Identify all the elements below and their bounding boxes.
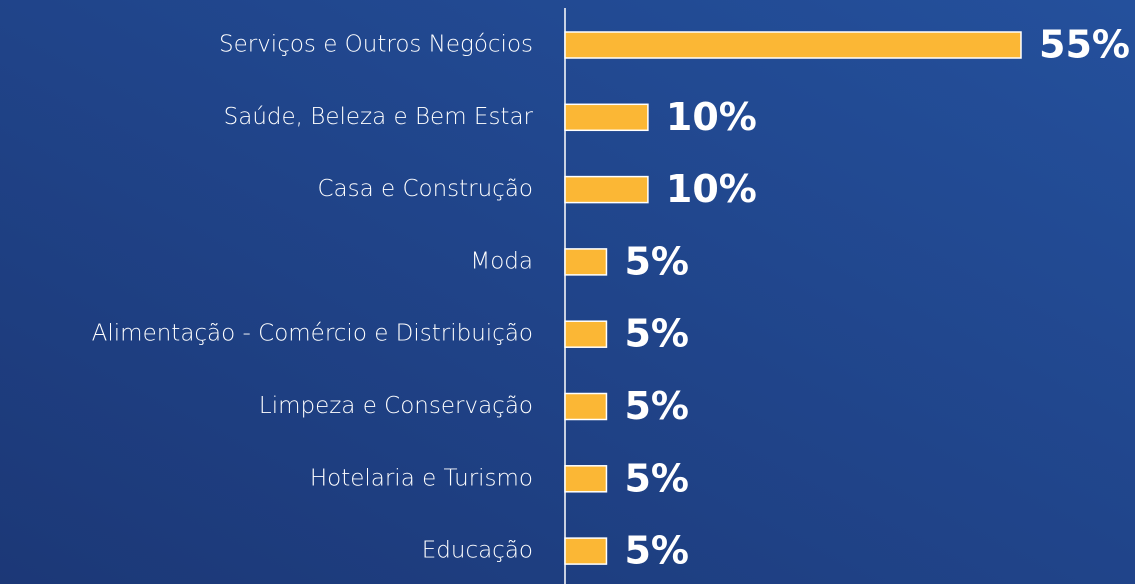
- value-label: 55%: [1039, 23, 1130, 67]
- bar: [564, 537, 608, 565]
- bar: [564, 103, 649, 132]
- value-label: 5%: [624, 456, 689, 500]
- bar: [564, 248, 608, 276]
- category-label: Limpeza e Conservação: [259, 393, 533, 419]
- bar: [564, 175, 649, 204]
- value-label: 10%: [666, 95, 757, 139]
- category-label: Casa e Construção: [317, 176, 533, 202]
- value-label: 5%: [624, 384, 689, 428]
- category-label: Alimentação - Comércio e Distribuição: [92, 321, 533, 347]
- bar: [564, 31, 1022, 59]
- value-label: 5%: [624, 312, 689, 356]
- category-label: Serviços e Outros Negócios: [219, 32, 533, 58]
- category-label: Educação: [422, 538, 533, 564]
- value-label: 10%: [666, 167, 757, 211]
- bar: [564, 392, 608, 421]
- value-label: 5%: [624, 529, 689, 573]
- category-label: Moda: [470, 248, 533, 274]
- value-label: 5%: [624, 239, 689, 283]
- category-label: Saúde, Beleza e Bem Estar: [224, 104, 534, 130]
- bar: [564, 465, 608, 493]
- category-label: Hotelaria e Turismo: [310, 465, 533, 491]
- bar: [564, 320, 608, 348]
